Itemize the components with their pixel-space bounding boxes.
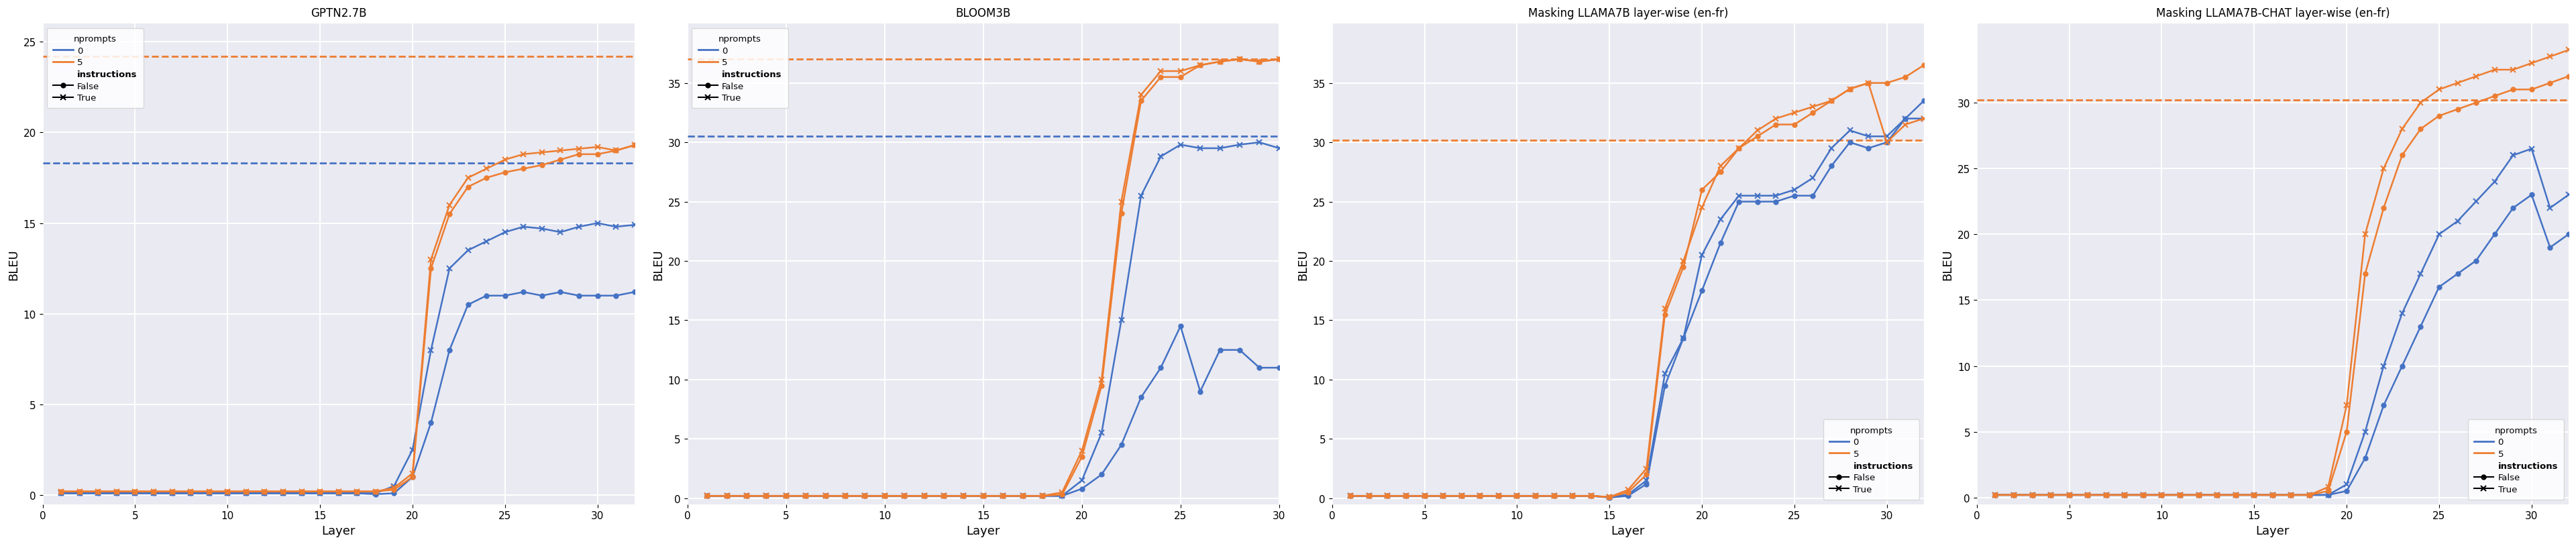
Legend: 0, 5, instructions, False, True: 0, 5, instructions, False, True [2468,419,2563,500]
Legend: 0, 5, instructions, False, True: 0, 5, instructions, False, True [1824,419,1919,500]
Y-axis label: BLEU: BLEU [652,249,665,280]
Title: Masking LLAMA7B-CHAT layer-wise (en-fr): Masking LLAMA7B-CHAT layer-wise (en-fr) [2156,8,2391,20]
Title: GPTN2.7B: GPTN2.7B [312,8,366,20]
X-axis label: Layer: Layer [322,524,355,536]
Y-axis label: BLEU: BLEU [1296,249,1309,280]
X-axis label: Layer: Layer [1610,524,1646,536]
Title: BLOOM3B: BLOOM3B [956,8,1010,20]
X-axis label: Layer: Layer [966,524,999,536]
Legend: 0, 5, instructions, False, True: 0, 5, instructions, False, True [693,29,788,109]
X-axis label: Layer: Layer [2257,524,2290,536]
Y-axis label: BLEU: BLEU [8,249,21,280]
Y-axis label: BLEU: BLEU [1942,249,1953,280]
Legend: 0, 5, instructions, False, True: 0, 5, instructions, False, True [46,29,144,109]
Title: Masking LLAMA7B layer-wise (en-fr): Masking LLAMA7B layer-wise (en-fr) [1528,8,1728,20]
